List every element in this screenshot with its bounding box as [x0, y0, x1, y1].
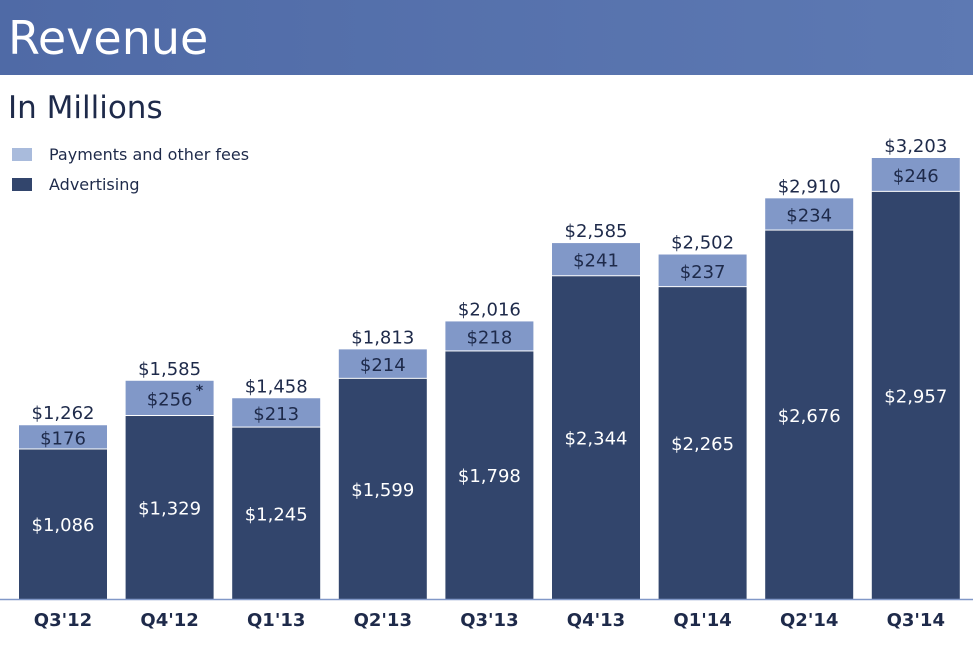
label-payments: $237 [680, 262, 726, 283]
bar-advertising [232, 427, 321, 599]
label-total: $2,910 [778, 176, 841, 197]
x-tick-label: Q4'13 [567, 610, 625, 631]
bar-payments [125, 380, 214, 416]
x-tick-label: Q3'13 [460, 610, 518, 631]
x-tick-label: Q1'13 [247, 610, 305, 631]
x-tick-label: Q3'14 [887, 610, 945, 631]
bar-payments [552, 243, 640, 276]
label-total: $1,585 [138, 359, 201, 380]
bar-payments [445, 321, 534, 351]
bar-advertising [125, 416, 214, 599]
label-advertising: $2,265 [671, 434, 734, 455]
bar-advertising [871, 191, 960, 599]
label-total: $2,016 [458, 299, 521, 320]
legend-label-advertising: Advertising [49, 175, 140, 194]
header-band: Revenue [0, 0, 973, 75]
x-tick-label: Q3'12 [34, 610, 92, 631]
legend-label-payments: Payments and other fees [49, 145, 250, 164]
page-title: Revenue [8, 11, 209, 65]
label-total: $2,502 [671, 233, 734, 254]
label-payments: $234 [786, 205, 832, 226]
label-advertising: $1,599 [351, 480, 414, 501]
bar-advertising [765, 230, 854, 600]
label-advertising: $2,957 [884, 386, 947, 407]
bar-payments [232, 398, 321, 427]
label-advertising: $1,086 [32, 515, 95, 536]
bar-payments [338, 349, 427, 378]
x-tick-label: Q2'13 [354, 610, 412, 631]
label-advertising: $2,344 [565, 429, 628, 450]
label-advertising: $1,245 [245, 504, 308, 525]
legend-item-payments: Payments and other fees [12, 145, 249, 164]
x-tick-label: Q4'12 [140, 610, 198, 631]
label-total: $1,813 [351, 327, 414, 348]
bar-advertising [445, 351, 534, 599]
bar-advertising [658, 287, 747, 599]
label-advertising: $1,798 [458, 466, 521, 487]
legend-swatch-payments [12, 148, 32, 161]
bar-advertising [552, 276, 640, 599]
label-total: $3,203 [884, 136, 947, 157]
label-total: $1,262 [32, 403, 95, 424]
legend-swatch-advertising [12, 178, 32, 191]
label-payments: $256 [147, 389, 193, 410]
bar-payments [19, 425, 107, 449]
label-total: $2,585 [565, 221, 628, 242]
x-tick-label: Q1'14 [673, 610, 731, 631]
label-payments: $241 [573, 251, 619, 272]
legend-item-advertising: Advertising [12, 175, 140, 194]
bar-advertising [19, 449, 107, 599]
bar-payments [658, 254, 747, 287]
label-payments: $213 [253, 404, 299, 425]
bar-payments [871, 158, 960, 191]
label-payments: $214 [360, 355, 406, 376]
label-total: $1,458 [245, 376, 308, 397]
x-tick-label: Q2'14 [780, 610, 838, 631]
label-payments: $218 [466, 327, 512, 348]
bar-advertising [338, 378, 427, 599]
chart-subtitle: In Millions [8, 90, 163, 126]
label-advertising: $2,676 [778, 406, 841, 427]
label-payments: $246 [893, 166, 939, 187]
bar-payments [765, 198, 854, 230]
label-payments: $176 [40, 428, 86, 449]
label-advertising: $1,329 [138, 499, 201, 520]
annotation-asterisk: * [196, 383, 204, 399]
